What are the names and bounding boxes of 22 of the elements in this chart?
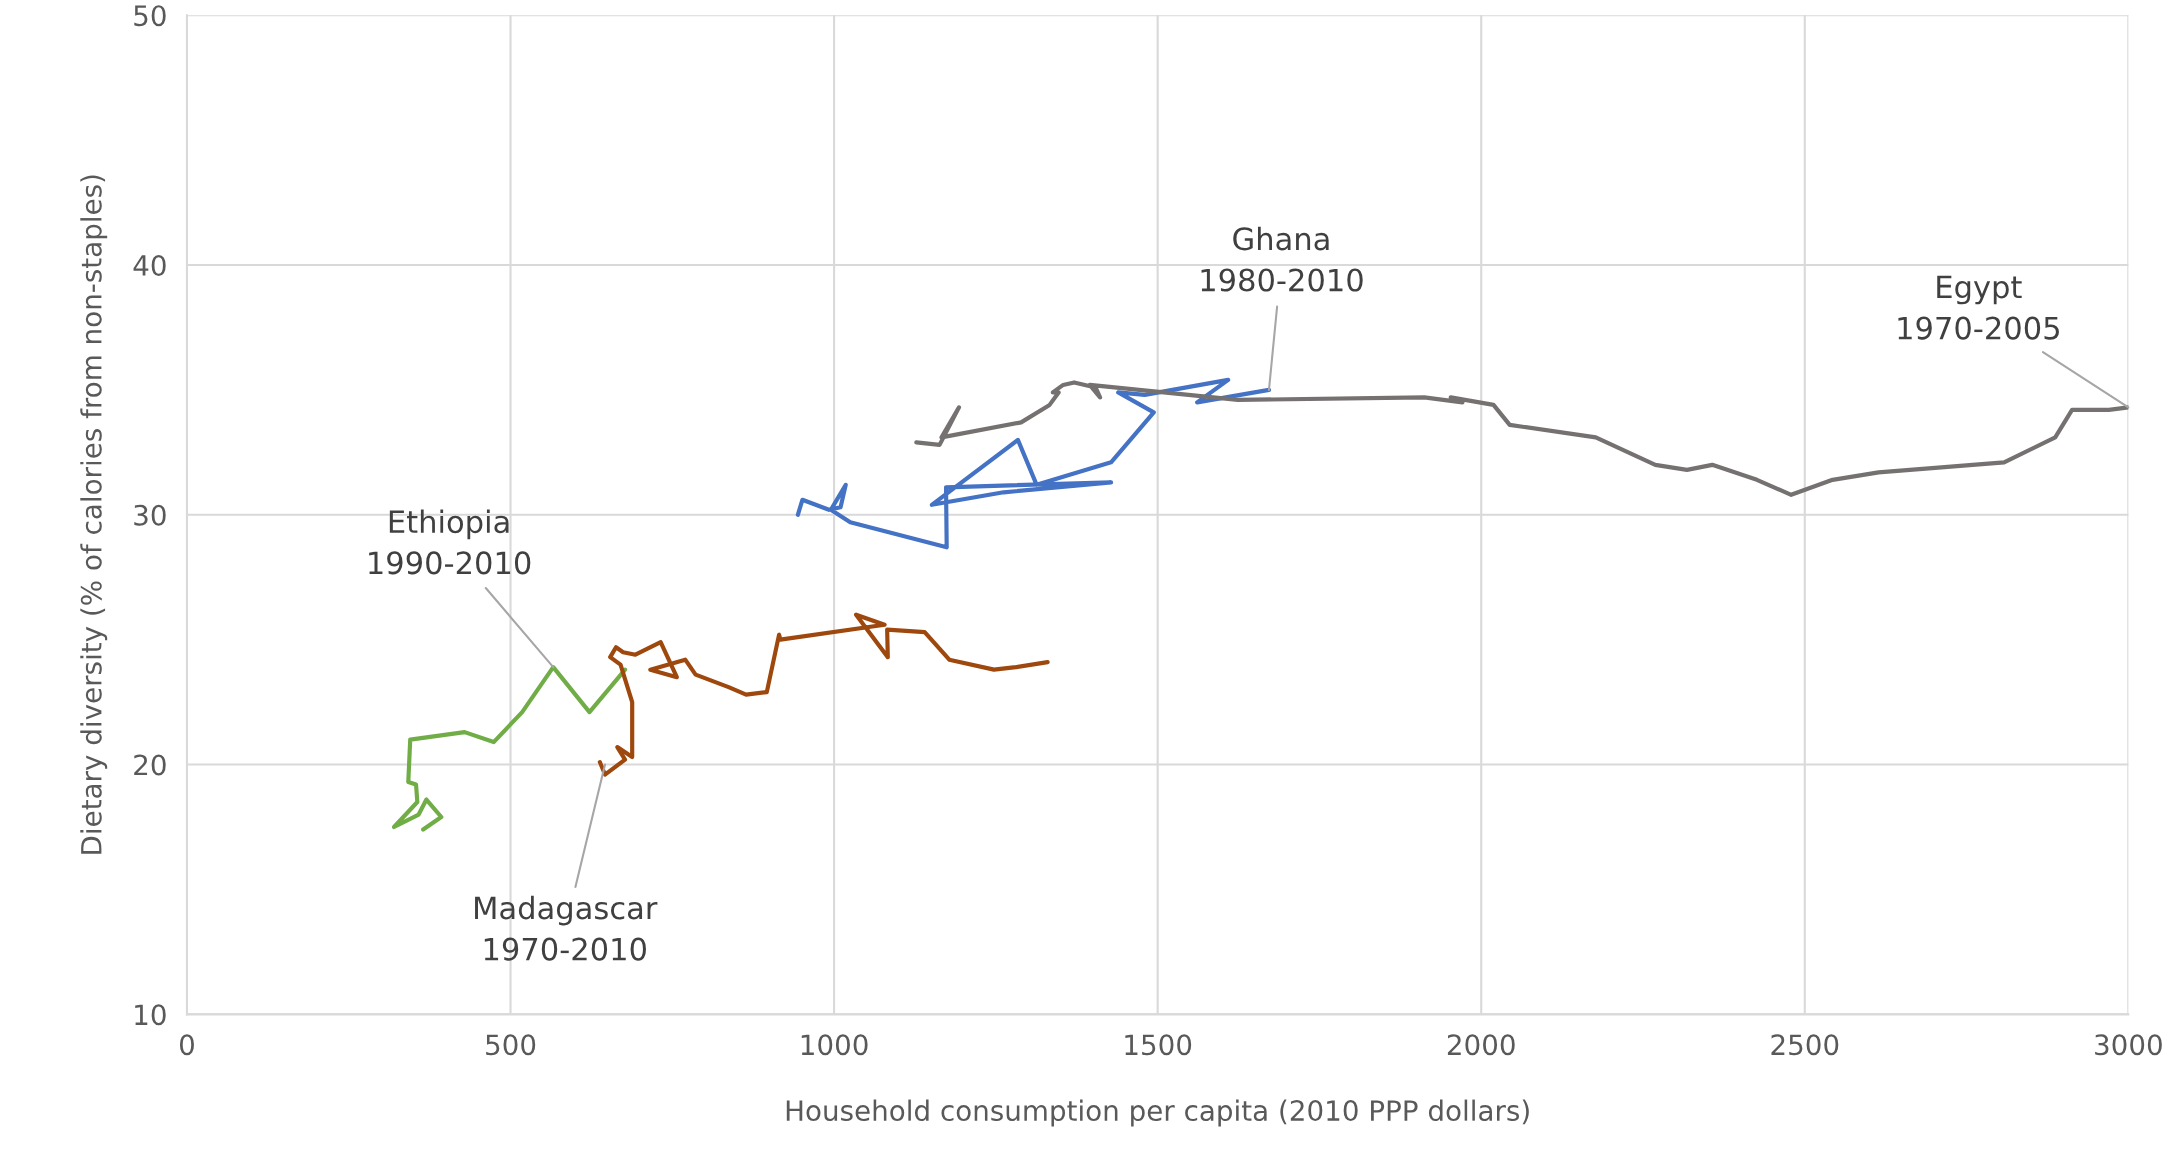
line-series <box>795 377 1272 550</box>
x-tick-label: 2500 <box>1771 1034 1839 1056</box>
x-tick-label: 0 <box>179 1034 194 1056</box>
x-tick-label: 1000 <box>801 1034 868 1056</box>
x-tick-label: 1500 <box>1125 1034 1192 1056</box>
annotation: Egypt 1970-2005 <box>1898 275 2059 340</box>
annotation: Ethiopia 1990-2010 <box>369 509 531 575</box>
x-tick-label: 2000 <box>1447 1034 1515 1056</box>
y-axis-title: Dietary diversity (% of calories from non-staples) <box>80 175 108 854</box>
annotation: Madagascar 1970-2010 <box>475 895 658 961</box>
y-tick-label: 10 <box>135 1004 166 1026</box>
annotation: Ghana 1980-2010 <box>1201 226 1363 292</box>
y-tick-label: 20 <box>134 754 166 776</box>
line-series <box>597 612 1050 777</box>
x-tick-label: 500 <box>486 1034 536 1056</box>
y-tick-label: 40 <box>133 254 166 276</box>
x-tick-label: 3000 <box>2095 1034 2162 1056</box>
line-series <box>391 665 628 832</box>
x-axis-title: Household consumption per capita (2010 PPP dollars) <box>786 1099 1529 1127</box>
y-tick-label: 50 <box>134 5 166 27</box>
y-tick-label: 30 <box>134 504 166 526</box>
line-series <box>914 380 2129 497</box>
